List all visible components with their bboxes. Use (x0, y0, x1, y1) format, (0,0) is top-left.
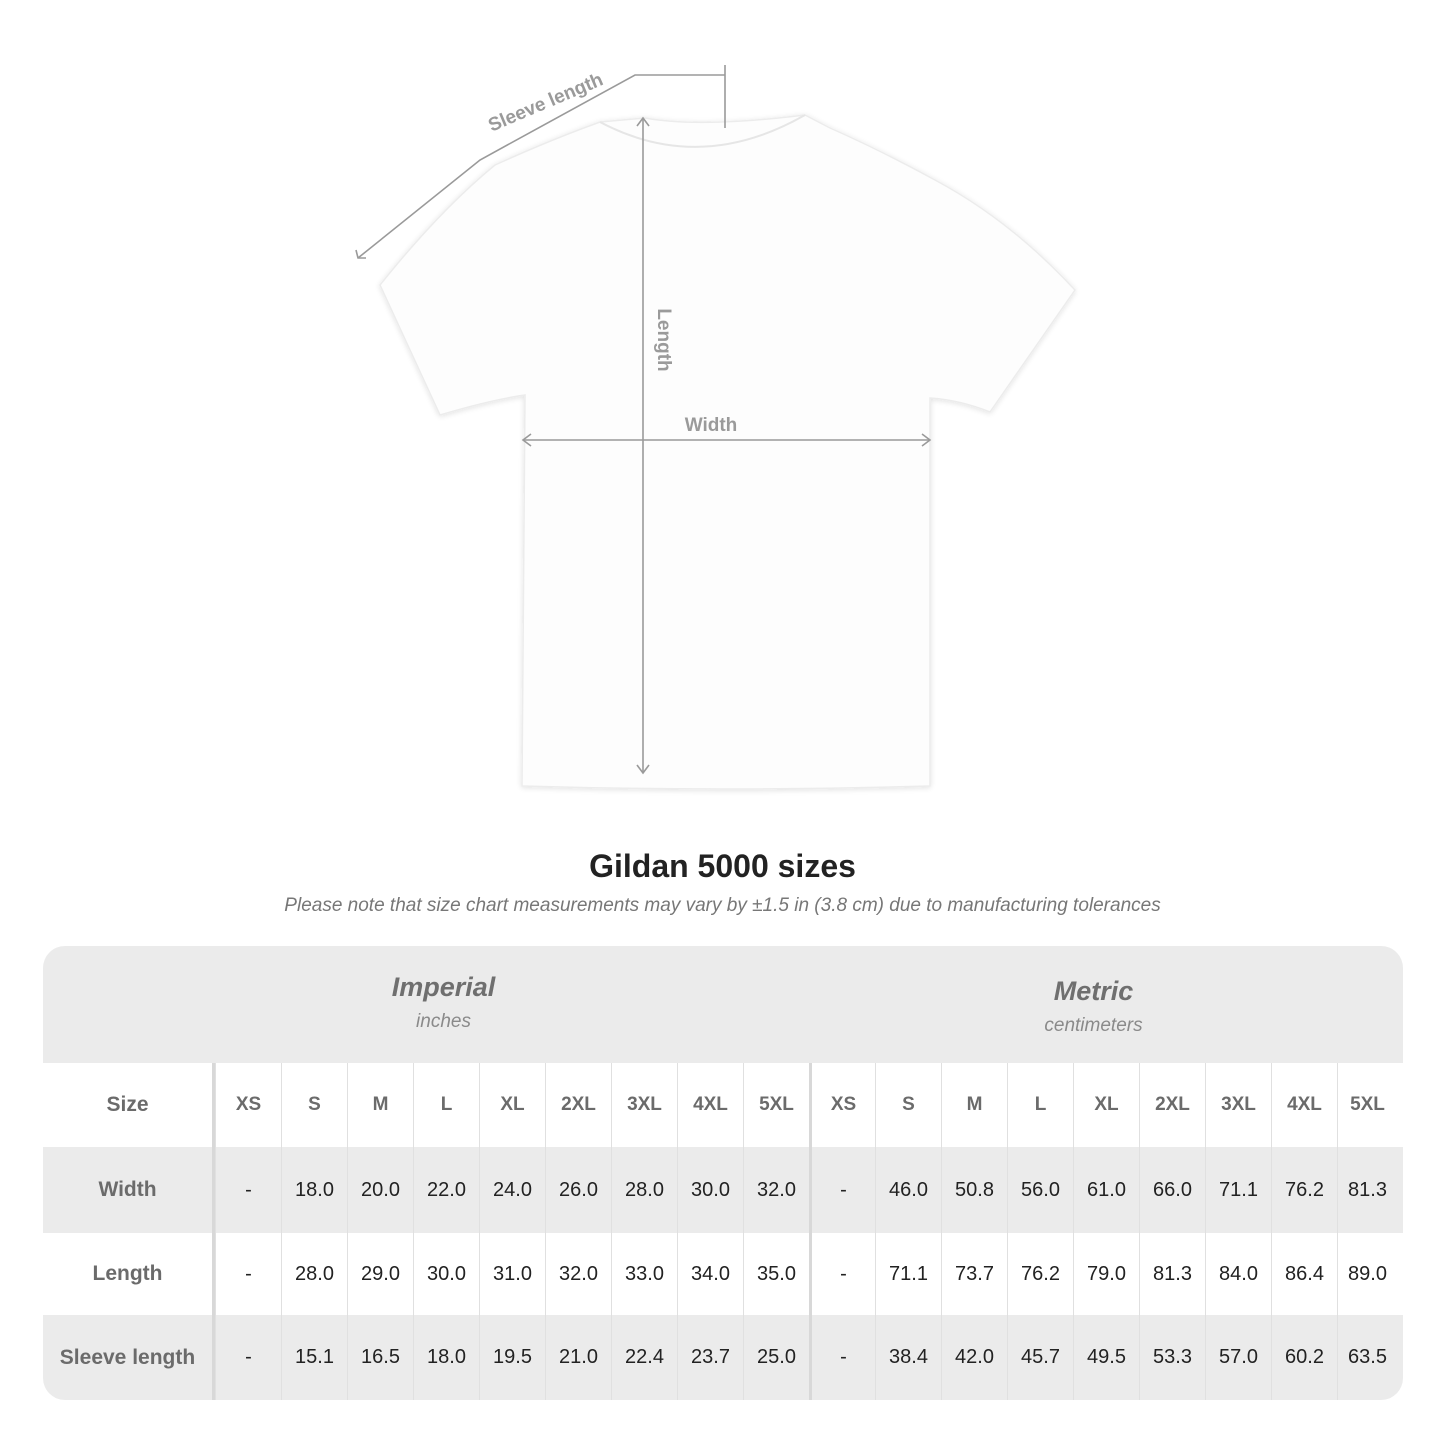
metric-value-cell: 60.2 (1271, 1315, 1337, 1400)
tshirt-collar (599, 114, 806, 148)
imperial-value-cell: 18.0 (281, 1147, 347, 1233)
imperial-size-header: 4XL (677, 1063, 743, 1147)
imperial-value-cell: 18.0 (413, 1315, 479, 1400)
metric-value-cell: 56.0 (1007, 1147, 1073, 1233)
metric-value-cell: - (809, 1233, 875, 1315)
imperial-name: Imperial (391, 972, 496, 1002)
metric-value-cell: 86.4 (1271, 1233, 1337, 1315)
imperial-value-cell: 29.0 (347, 1233, 413, 1315)
metric-value-cell: 84.0 (1205, 1233, 1271, 1315)
imperial-size-header: 3XL (611, 1063, 677, 1147)
metric-value-cell: 49.5 (1073, 1315, 1139, 1400)
imperial-value-cell: - (215, 1147, 281, 1233)
imperial-size-header: 2XL (545, 1063, 611, 1147)
imperial-size-header: S (281, 1063, 347, 1147)
width-label: Width (685, 415, 738, 436)
metric-header: Metric centimeters (865, 976, 1322, 1037)
metric-value-cell: 45.7 (1007, 1315, 1073, 1400)
row-label: Size (43, 1063, 215, 1147)
metric-value-cell: 81.3 (1337, 1147, 1397, 1233)
metric-value-cell: 50.8 (941, 1147, 1007, 1233)
metric-size-header: M (941, 1063, 1007, 1147)
imperial-value-cell: 28.0 (281, 1233, 347, 1315)
length-arrow (636, 116, 650, 775)
imperial-value-cell: 23.7 (677, 1315, 743, 1400)
metric-value-cell: 81.3 (1139, 1233, 1205, 1315)
imperial-value-cell: 35.0 (743, 1233, 809, 1315)
metric-value-cell: 73.7 (941, 1233, 1007, 1315)
metric-value-cell: - (809, 1147, 875, 1233)
metric-value-cell: 79.0 (1073, 1233, 1139, 1315)
imperial-value-cell: 30.0 (677, 1147, 743, 1233)
imperial-value-cell: 33.0 (611, 1233, 677, 1315)
imperial-value-cell: 21.0 (545, 1315, 611, 1400)
imperial-value-cell: 32.0 (743, 1147, 809, 1233)
metric-value-cell: 38.4 (875, 1315, 941, 1400)
metric-size-header: S (875, 1063, 941, 1147)
tolerance-note: Please note that size chart measurements… (284, 895, 1161, 916)
metric-size-header: XL (1073, 1063, 1139, 1147)
table-row: Sleeve length -15.1 16.5 18.0 19.5 21.0 22.4 23… (43, 1315, 1403, 1400)
metric-value-cell: 66.0 (1139, 1147, 1205, 1233)
imperial-size-header: L (413, 1063, 479, 1147)
imperial-value-cell: 34.0 (677, 1233, 743, 1315)
row-label: Width (43, 1147, 215, 1233)
imperial-value-cell: 30.0 (413, 1233, 479, 1315)
imperial-value-cell: 26.0 (545, 1147, 611, 1233)
imperial-value-cell: 28.0 (611, 1147, 677, 1233)
metric-unit: centimeters (1044, 1015, 1143, 1036)
imperial-value-cell: 31.0 (479, 1233, 545, 1315)
size-chart-table: Imperial inches Metric centimeters Size X… (43, 946, 1403, 1400)
imperial-unit: inches (416, 1011, 471, 1032)
metric-value-cell: - (809, 1315, 875, 1400)
table-row: Length -28.0 29.0 30.0 31.0 32.0 33.0 34.0 35.0-… (43, 1233, 1403, 1315)
imperial-size-header: 5XL (743, 1063, 809, 1147)
metric-size-header: 4XL (1271, 1063, 1337, 1147)
imperial-size-header: XL (479, 1063, 545, 1147)
sleeve-length-arrow (355, 65, 726, 259)
metric-value-cell: 61.0 (1073, 1147, 1139, 1233)
metric-value-cell: 71.1 (875, 1233, 941, 1315)
imperial-value-cell: 16.5 (347, 1315, 413, 1400)
imperial-value-cell: 19.5 (479, 1315, 545, 1400)
metric-value-cell: 63.5 (1337, 1315, 1397, 1400)
row-label: Sleeve length (43, 1315, 215, 1400)
length-label: Length (653, 308, 674, 371)
imperial-value-cell: - (215, 1233, 281, 1315)
imperial-value-cell: 20.0 (347, 1147, 413, 1233)
metric-value-cell: 76.2 (1271, 1147, 1337, 1233)
metric-size-header: L (1007, 1063, 1073, 1147)
imperial-value-cell: 25.0 (743, 1315, 809, 1400)
tshirt-shape (379, 114, 1076, 790)
unit-header: Imperial inches Metric centimeters (43, 946, 1403, 1063)
metric-name: Metric (1053, 976, 1134, 1006)
metric-value-cell: 42.0 (941, 1315, 1007, 1400)
imperial-size-header: XS (215, 1063, 281, 1147)
metric-size-header: 5XL (1337, 1063, 1397, 1147)
metric-value-cell: 89.0 (1337, 1233, 1397, 1315)
table-row: Width -18.0 20.0 22.0 24.0 26.0 28.0 30.0 32.0-4… (43, 1147, 1403, 1233)
imperial-value-cell: 24.0 (479, 1147, 545, 1233)
page-title: Gildan 5000 sizes (589, 848, 856, 884)
metric-size-header: 2XL (1139, 1063, 1205, 1147)
imperial-size-header: M (347, 1063, 413, 1147)
imperial-value-cell: 22.4 (611, 1315, 677, 1400)
metric-value-cell: 53.3 (1139, 1315, 1205, 1400)
imperial-value-cell: 15.1 (281, 1315, 347, 1400)
metric-value-cell: 57.0 (1205, 1315, 1271, 1400)
width-arrow (521, 433, 932, 447)
metric-size-header: XS (809, 1063, 875, 1147)
metric-size-header: 3XL (1205, 1063, 1271, 1147)
imperial-value-cell: 32.0 (545, 1233, 611, 1315)
metric-value-cell: 46.0 (875, 1147, 941, 1233)
metric-value-cell: 76.2 (1007, 1233, 1073, 1315)
metric-value-cell: 71.1 (1205, 1147, 1271, 1233)
imperial-value-cell: 22.0 (413, 1147, 479, 1233)
imperial-header: Imperial inches (215, 972, 672, 1033)
size-header-row: Size XS S M L XL 2XL 3XL 4XL 5XL XS S M L XL 2XL 3XL 4XL 5… (43, 1063, 1403, 1147)
row-label: Length (43, 1233, 215, 1315)
tshirt-measurement-diagram: Sleeve length Length Width (355, 65, 1076, 790)
imperial-value-cell: - (215, 1315, 281, 1400)
